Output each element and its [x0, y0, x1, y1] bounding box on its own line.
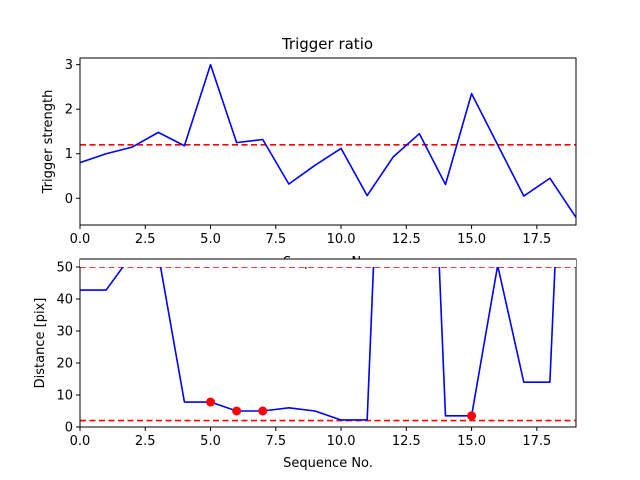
top-plot-background	[80, 58, 576, 225]
bottom-x-axis-label: Sequence No.	[283, 456, 373, 471]
bottom-subplot: 0.0 2.5 5.0 7.5 10.0 12.5 15.0 17.5 0 10 20 30 40 50…	[33, 258, 577, 471]
bottom-y-tick-label: 30	[56, 325, 73, 340]
bottom-x-tick-label: 17.5	[522, 434, 551, 449]
bottom-y-tick-label: 50	[56, 261, 73, 276]
top-x-tick-label: 17.5	[522, 232, 551, 247]
top-y-tick-label: 1	[65, 147, 73, 162]
top-x-tick-label: 5.0	[200, 232, 221, 247]
top-y-tick-label: 2	[65, 103, 73, 118]
top-series-line	[80, 63, 576, 218]
bottom-x-tick-label: 10.0	[327, 434, 356, 449]
top-x-tick-label: 7.5	[265, 232, 286, 247]
bottom-data-point	[258, 406, 268, 416]
bottom-y-axis-label: Distance [pix]	[33, 298, 48, 389]
bottom-y-tick-label: 40	[56, 293, 73, 308]
bottom-plot-area	[79, 258, 577, 428]
top-x-axis: 0.0 2.5 5.0 7.5 10.0 12.5 15.0 17.5	[70, 225, 551, 247]
top-y-axis: 0 1 2 3	[65, 58, 80, 207]
top-y-tick-label: 3	[65, 58, 73, 73]
bottom-x-tick-label: 5.0	[200, 434, 221, 449]
top-chart-title: Trigger ratio	[281, 35, 373, 53]
bottom-y-tick-label: 20	[56, 357, 73, 372]
bottom-x-axis: 0.0 2.5 5.0 7.5 10.0 12.5 15.0 17.5	[70, 427, 551, 449]
top-x-tick-label: 2.5	[135, 232, 156, 247]
bottom-x-tick-label: 12.5	[392, 434, 421, 449]
bottom-data-point	[467, 411, 477, 421]
bottom-x-tick-label: 2.5	[135, 434, 156, 449]
bottom-y-tick-label: 0	[65, 421, 73, 436]
bottom-y-tick-label: 10	[56, 389, 73, 404]
bottom-plot-overlap-mask	[80, 259, 576, 267]
top-marks	[80, 63, 576, 218]
bottom-x-tick-label: 7.5	[265, 434, 286, 449]
bottom-data-point	[206, 397, 216, 407]
bottom-y-axis: 0 10 20 30 40 50	[56, 261, 80, 436]
top-x-tick-label: 0.0	[70, 232, 91, 247]
top-y-axis-label: Trigger strength	[41, 90, 56, 195]
top-x-tick-label: 12.5	[392, 232, 421, 247]
bottom-data-point	[232, 406, 242, 416]
top-subplot: Trigger ratio 0.0 2.5 5.0 7.5 10.0 12.5 15.0 17…	[41, 35, 577, 247]
top-plot-area	[79, 57, 577, 226]
top-plot-frame	[79, 57, 577, 226]
bottom-series-line	[80, 259, 557, 421]
top-x-tick-label: 15.0	[457, 232, 486, 247]
bottom-x-tick-label: 15.0	[457, 434, 486, 449]
top-x-tick-label: 10.0	[327, 232, 356, 247]
top-y-tick-label: 0	[65, 192, 73, 207]
bottom-x-tick-label: 0.0	[70, 434, 91, 449]
